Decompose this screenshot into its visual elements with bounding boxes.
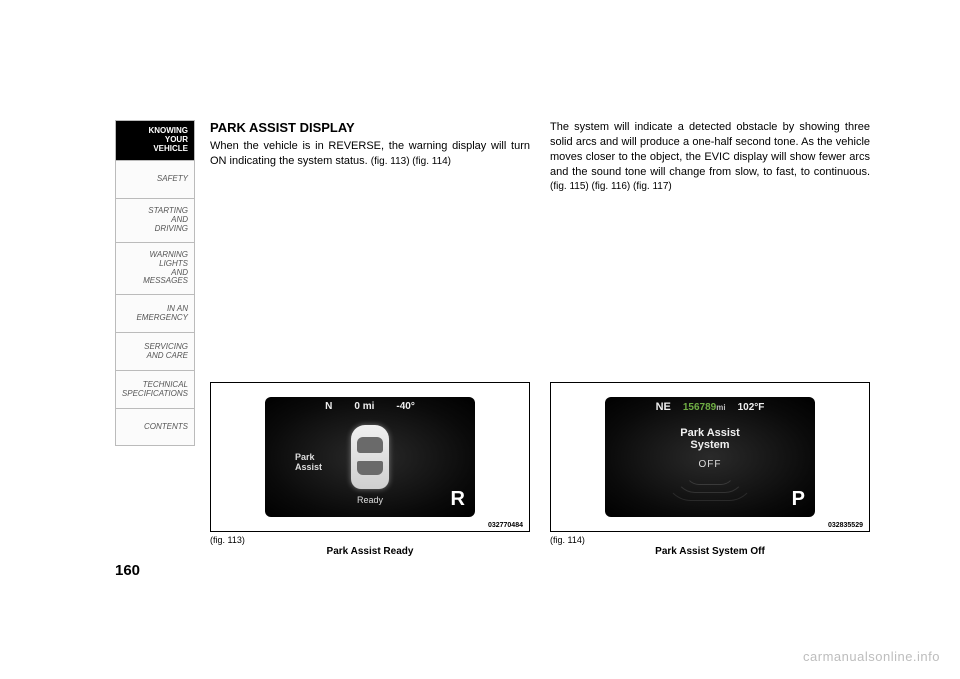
nav-item-line: AND CARE <box>147 352 188 361</box>
image-code: 032835529 <box>826 522 865 529</box>
figures-row: N 0 mi -40° Park Assist Ready R 03277048… <box>210 382 870 557</box>
watermark: carmanualsonline.info <box>803 649 940 664</box>
figure-caption: Park Assist Ready <box>210 546 530 557</box>
figure-114: NE 156789mi 102°F Park Assist System OFF… <box>550 382 870 557</box>
figure-caption: Park Assist System Off <box>550 546 870 557</box>
nav-item[interactable]: SAFETY <box>115 160 195 198</box>
nav-item[interactable]: SERVICINGAND CARE <box>115 332 195 370</box>
title-line: Park Assist <box>680 427 740 439</box>
page-number: 160 <box>115 562 140 579</box>
left-column: PARK ASSIST DISPLAY When the vehicle is … <box>210 120 530 194</box>
body-paragraph: The system will indicate a detected obst… <box>550 120 870 194</box>
nav-item[interactable]: KNOWINGYOURVEHICLE <box>115 120 195 160</box>
figure-number: (fig. 113) <box>210 535 530 545</box>
gear-indicator: P <box>792 488 805 511</box>
arc <box>665 475 755 501</box>
label-line: Park <box>295 452 315 462</box>
section-heading: PARK ASSIST DISPLAY <box>210 120 530 135</box>
temperature-readout: 102°F <box>738 402 765 413</box>
nav-item-line: MESSAGES <box>143 277 188 286</box>
evic-display: NE 156789mi 102°F Park Assist System OFF… <box>605 397 815 517</box>
nav-item-line: CONTENTS <box>144 423 188 432</box>
park-assist-label: Park Assist <box>295 452 322 472</box>
right-column: The system will indicate a detected obst… <box>550 120 870 194</box>
paragraph-text: The system will indicate a detected obst… <box>550 121 870 178</box>
distance-readout: 0 mi <box>354 401 374 412</box>
figure-113: N 0 mi -40° Park Assist Ready R 03277048… <box>210 382 530 557</box>
nav-item[interactable]: CONTENTS <box>115 408 195 446</box>
evic-screenshot: NE 156789mi 102°F Park Assist System OFF… <box>550 382 870 532</box>
nav-item-line: SPECIFICATIONS <box>122 390 188 399</box>
sensor-arcs-icon <box>665 463 755 503</box>
vehicle-icon <box>351 425 389 489</box>
image-code: 032770484 <box>486 522 525 529</box>
odometer-miles: 156789 <box>683 402 716 413</box>
title-line: System <box>690 439 729 451</box>
nav-item[interactable]: STARTINGANDDRIVING <box>115 198 195 242</box>
nav-item-line: SAFETY <box>157 175 188 184</box>
body-paragraph: When the vehicle is in REVERSE, the warn… <box>210 139 530 169</box>
nav-item-line: EMERGENCY <box>136 314 188 323</box>
system-title: Park Assist System <box>605 427 815 451</box>
chapter-nav: KNOWINGYOURVEHICLE SAFETY STARTINGANDDRIVI… <box>115 120 195 446</box>
nav-item[interactable]: TECHNICALSPECIFICATIONS <box>115 370 195 408</box>
page-content: PARK ASSIST DISPLAY When the vehicle is … <box>210 120 870 194</box>
evic-display: N 0 mi -40° Park Assist Ready R <box>265 397 475 517</box>
status-text: Ready <box>357 495 383 505</box>
nav-item[interactable]: IN ANEMERGENCY <box>115 294 195 332</box>
label-line: Assist <box>295 462 322 472</box>
gear-indicator: R <box>451 488 465 511</box>
temperature-readout: -40° <box>396 401 414 412</box>
figure-references: (fig. 115) (fig. 116) (fig. 117) <box>550 181 672 192</box>
evic-screenshot: N 0 mi -40° Park Assist Ready R 03277048… <box>210 382 530 532</box>
nav-item-line: VEHICLE <box>153 145 188 154</box>
display-top-bar: N 0 mi -40° <box>265 401 475 412</box>
compass-direction: N <box>325 401 332 412</box>
compass-direction: NE <box>656 401 671 413</box>
figure-number: (fig. 114) <box>550 535 870 545</box>
figure-references: (fig. 113) (fig. 114) <box>371 156 451 167</box>
nav-item[interactable]: WARNINGLIGHTSANDMESSAGES <box>115 242 195 294</box>
nav-item-line: DRIVING <box>155 225 188 234</box>
display-top-bar: NE 156789mi 102°F <box>605 401 815 413</box>
odometer-unit: mi <box>716 403 725 412</box>
